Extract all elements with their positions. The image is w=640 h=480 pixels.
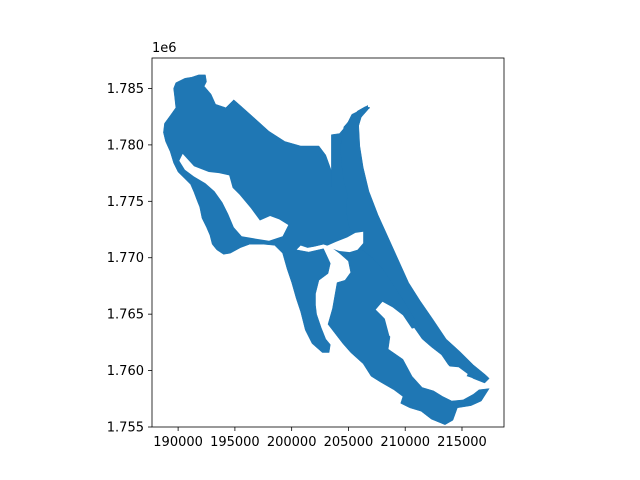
axes-frame: [151, 57, 505, 428]
water-hole-central-channel: [325, 231, 364, 253]
y-axis: 1.755 1.760 1.765 1.770 1.775 1.780 1.785: [107, 82, 152, 436]
x-tick-label: 195000: [210, 435, 260, 450]
y-tick-label: 1.785: [107, 82, 144, 97]
x-axis: 190000 195000 200000 205000 210000 215000: [153, 427, 487, 450]
x-tick-label: 200000: [267, 435, 317, 450]
y-tick-label: 1.765: [107, 308, 144, 323]
x-tick-label: 210000: [380, 435, 430, 450]
x-tick-label: 205000: [324, 435, 374, 450]
map-shapes: [163, 74, 490, 425]
water-hole-lower-lagoon: [375, 301, 418, 356]
x-tick-label: 190000: [153, 435, 203, 450]
y-tick-label: 1.775: [107, 195, 144, 210]
water-hole-northern-bay: [179, 153, 289, 241]
y-tick-label: 1.780: [107, 138, 144, 153]
y-tick-label: 1.755: [107, 421, 144, 436]
water-hole-southern-inlet: [432, 366, 468, 390]
y-tick-label: 1.760: [107, 364, 144, 379]
land-polygon-main-landmass: [163, 74, 490, 425]
y-axis-offset-label: 1e6: [152, 41, 177, 56]
y-tick-label: 1.770: [107, 251, 144, 266]
x-tick-label: 215000: [437, 435, 487, 450]
